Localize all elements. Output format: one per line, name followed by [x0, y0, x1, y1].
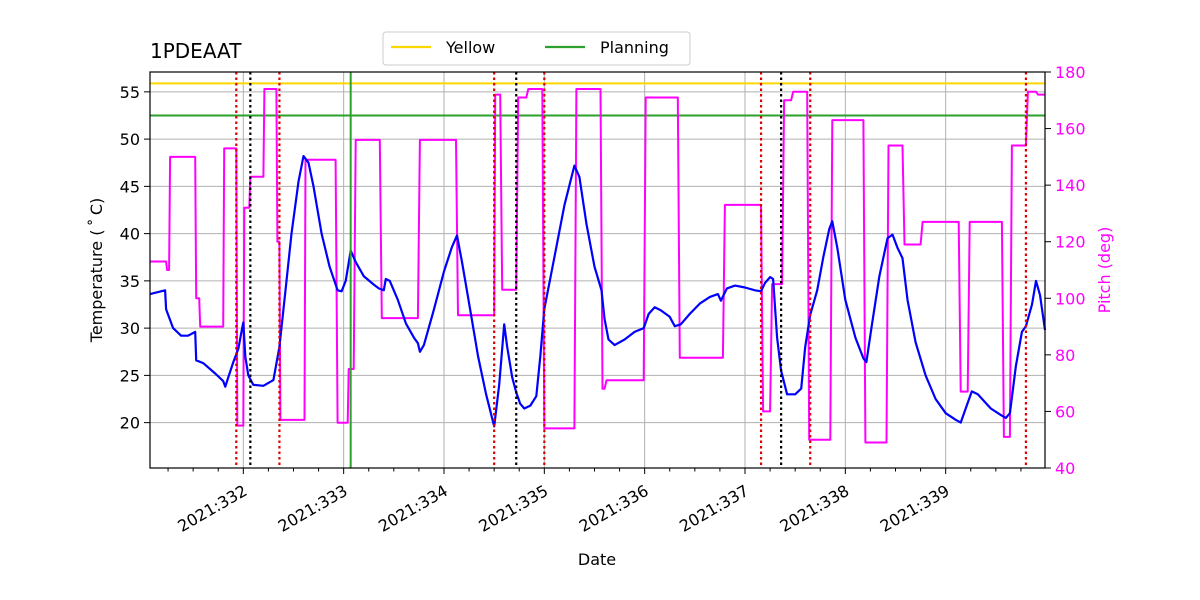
y-tick-label: 45: [120, 177, 140, 196]
x-tick-label: 2021:336: [576, 481, 652, 536]
y2-tick-label: 120: [1055, 233, 1086, 252]
y-tick-label: 25: [120, 366, 140, 385]
y2-tick-label: 80: [1055, 346, 1075, 365]
x-tick-label: 2021:334: [375, 481, 451, 536]
y-axis-label: Temperature ( ˚ C): [87, 198, 106, 343]
y2-tick-label: 60: [1055, 402, 1075, 421]
x-tick-label: 2021:335: [475, 481, 551, 536]
y2-tick-label: 180: [1055, 63, 1086, 82]
x-tick-label: 2021:338: [776, 481, 852, 536]
y-tick-label: 50: [120, 130, 140, 149]
y-axis: 20 25 30 35 40 45 50 55: [120, 83, 150, 433]
y2-tick-label: 140: [1055, 176, 1086, 195]
y2-tick-label: 160: [1055, 120, 1086, 139]
y-tick-label: 35: [120, 272, 140, 291]
y2-axis-label: Pitch (deg): [1095, 227, 1114, 314]
legend-frame: [382, 31, 691, 66]
plot-frame: [149, 71, 1046, 469]
legend-label-yellow: Yellow: [445, 38, 495, 57]
y2-axis: 40 60 80 100 120 140 160 180: [1045, 63, 1086, 478]
grid: [150, 72, 1045, 468]
x-tick-label: 2021:337: [676, 481, 752, 536]
y2-tick-label: 40: [1055, 459, 1075, 478]
event-lines: [235, 72, 1028, 468]
y-tick-label: 30: [120, 319, 140, 338]
chart-title: 1PDEAAT: [150, 39, 242, 63]
x-tick-label: 2021:333: [275, 481, 351, 536]
y-tick-label: 55: [120, 83, 140, 102]
temperature-series-line: [149, 155, 1047, 428]
x-axis-label: Date: [578, 550, 616, 569]
legend-label-planning: Planning: [600, 38, 669, 57]
series: [149, 88, 1047, 444]
x-tick-label: 2021:332: [174, 481, 250, 536]
x-tick-label: 2021:339: [877, 481, 953, 536]
x-axis: 2021:332 2021:333 2021:334 2021:335 2021:336…: [167, 468, 1022, 536]
pitch-series-line: [150, 88, 1045, 444]
y-tick-label: 20: [120, 414, 140, 433]
legend: Yellow Planning: [382, 31, 691, 66]
y2-tick-label: 100: [1055, 289, 1086, 308]
y-tick-label: 40: [120, 225, 140, 244]
reference-lines: [150, 82, 1045, 117]
